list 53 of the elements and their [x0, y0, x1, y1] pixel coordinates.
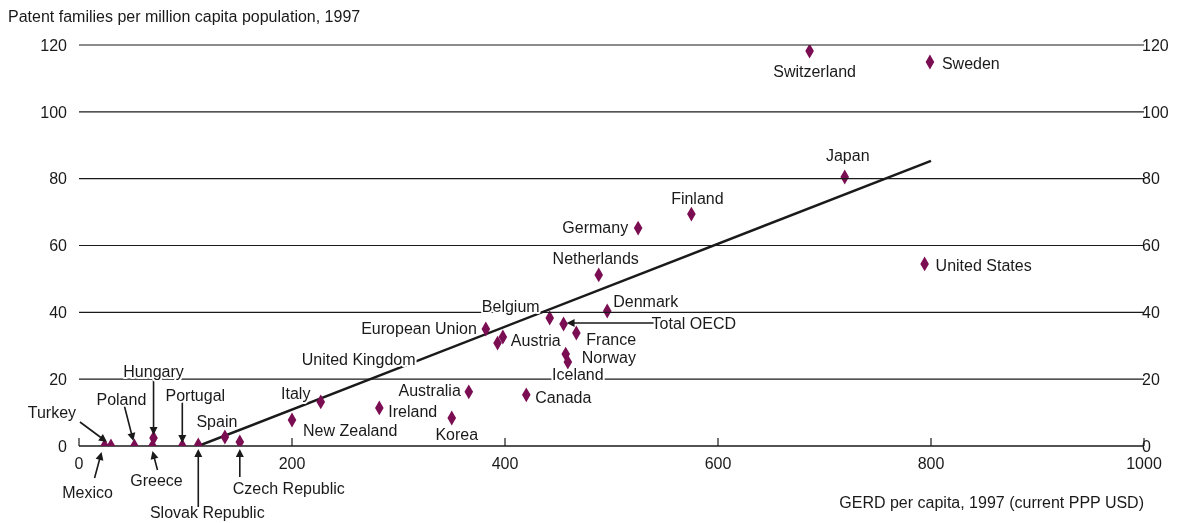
annotation: Norway: [581, 348, 636, 366]
annotation: Netherlands: [552, 250, 639, 268]
annotation: Australia: [398, 382, 461, 400]
y-tick-label: 40: [49, 304, 68, 322]
annotation: Canada: [535, 389, 592, 407]
annotation: Finland: [671, 189, 724, 207]
annotation: European Union: [361, 319, 477, 337]
annotation: Ireland: [388, 403, 438, 421]
y-tick-label: 0: [58, 437, 68, 455]
annotation: Hungary: [123, 363, 184, 381]
y-tick-label: 60: [49, 237, 68, 255]
annotation: France: [586, 330, 637, 348]
annotation: Mexico: [62, 483, 113, 501]
annotation: New Zealand: [303, 422, 398, 440]
y2-tick-label: 120: [1142, 36, 1169, 54]
annotation: Turkey: [27, 403, 77, 421]
annotation: United States: [935, 257, 1032, 275]
annotation: Germany: [562, 218, 629, 236]
annotation: Sweden: [941, 54, 1000, 72]
x-tick-label: 0: [74, 455, 84, 473]
annotation: Greece: [130, 471, 183, 489]
x-tick-label: 800: [917, 455, 945, 473]
annotation: Total OECD: [651, 314, 737, 332]
annotation: Portugal: [165, 386, 226, 404]
y2-tick-label: 0: [1142, 437, 1151, 455]
annotation: Austria: [510, 331, 561, 349]
y-tick-label: 80: [49, 170, 68, 188]
annotation: Switzerland: [773, 62, 856, 80]
y2-tick-label: 80: [1142, 170, 1160, 188]
y2-tick-label: 100: [1142, 103, 1169, 121]
annotation: Poland: [96, 390, 147, 408]
annotation: Iceland: [552, 365, 604, 383]
y2-tick-label: 20: [1142, 370, 1160, 388]
annotation: United Kingdom: [301, 350, 416, 368]
annotation: Czech Republic: [232, 480, 345, 498]
annotation: Spain: [196, 413, 238, 431]
x-tick-label: 600: [704, 455, 732, 473]
x-tick-label: 1000: [1126, 455, 1162, 473]
y2-tick-label: 40: [1142, 304, 1160, 322]
x-tick-label: 200: [278, 455, 306, 473]
x-axis-title: GERD per capita, 1997 (current PPP USD): [839, 493, 1144, 511]
annotation: Denmark: [613, 293, 680, 311]
y-tick-label: 120: [40, 36, 68, 54]
y-tick-label: 20: [49, 370, 68, 388]
y-tick-label: 100: [40, 103, 68, 121]
annotation: Belgium: [481, 297, 540, 315]
annotation: Korea: [435, 426, 479, 444]
annotation: Japan: [825, 147, 870, 165]
x-tick-label: 400: [491, 455, 519, 473]
annotation: Italy: [281, 385, 311, 403]
text: Slovak Republic: [149, 504, 265, 522]
y2-tick-label: 60: [1142, 237, 1160, 255]
y-axis-title: Patent families per million capita population, 1997: [8, 7, 361, 25]
